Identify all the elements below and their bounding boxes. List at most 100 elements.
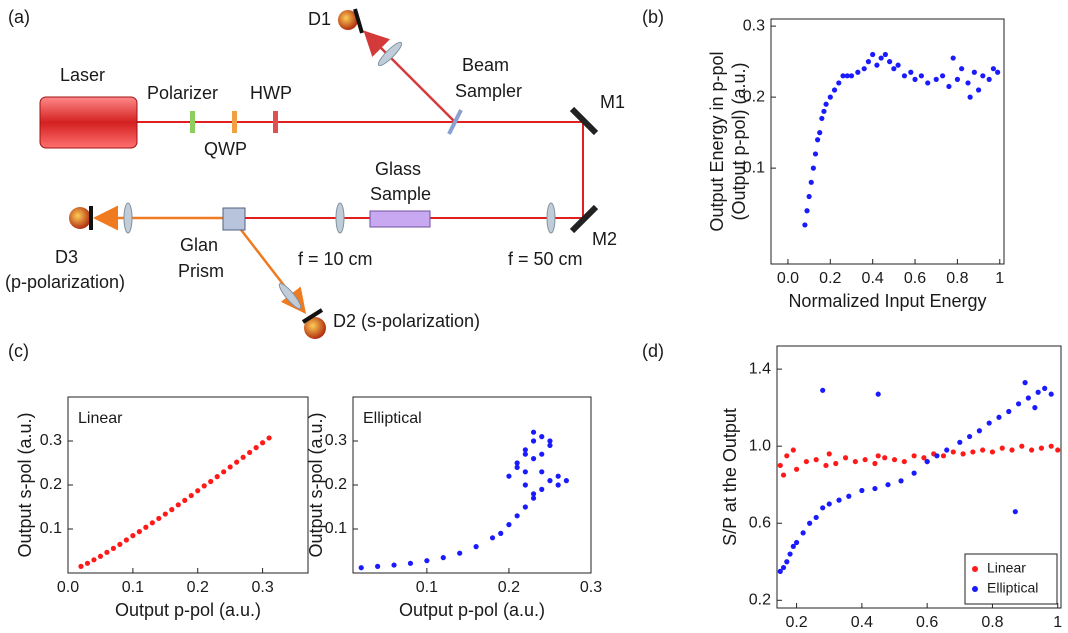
x-tick-label: 0.2 bbox=[498, 579, 520, 596]
lens bbox=[335, 202, 345, 234]
x-tick-label: 0.6 bbox=[916, 614, 938, 631]
point bbox=[547, 438, 553, 444]
point bbox=[986, 76, 992, 82]
label: Prism bbox=[178, 261, 224, 281]
point bbox=[901, 458, 907, 465]
point bbox=[823, 462, 829, 469]
hwp bbox=[273, 111, 278, 133]
point bbox=[836, 80, 842, 86]
point bbox=[901, 73, 908, 79]
point bbox=[924, 458, 930, 465]
point bbox=[259, 440, 266, 446]
point bbox=[813, 457, 819, 463]
point bbox=[1025, 395, 1031, 401]
point bbox=[539, 486, 545, 492]
point bbox=[162, 511, 168, 517]
point bbox=[130, 533, 136, 539]
point bbox=[966, 433, 973, 440]
point bbox=[790, 543, 796, 549]
point bbox=[848, 73, 855, 79]
point bbox=[266, 435, 272, 441]
label: (p-polarization) bbox=[5, 272, 125, 292]
y-tick-label: 0.1 bbox=[40, 520, 62, 537]
point bbox=[808, 179, 814, 185]
point bbox=[861, 66, 867, 72]
point bbox=[859, 487, 865, 494]
y-axis-label: (Output p-pol) (a.u.) bbox=[729, 62, 749, 220]
point bbox=[912, 76, 918, 82]
y-tick-label: 0.2 bbox=[749, 592, 771, 609]
point bbox=[995, 69, 1001, 75]
point bbox=[143, 524, 149, 530]
point bbox=[925, 80, 931, 86]
label: Sample bbox=[370, 184, 431, 204]
point bbox=[999, 445, 1005, 451]
point bbox=[1012, 509, 1018, 515]
point bbox=[1038, 445, 1045, 451]
point bbox=[891, 66, 897, 72]
point bbox=[870, 51, 876, 58]
x-tick-label: 0.1 bbox=[416, 579, 438, 596]
point bbox=[793, 466, 800, 472]
point bbox=[84, 560, 91, 566]
point bbox=[812, 151, 819, 157]
point bbox=[921, 455, 927, 461]
point bbox=[967, 94, 973, 100]
point bbox=[555, 473, 561, 479]
point bbox=[1006, 408, 1012, 415]
x-tick-label: 0.8 bbox=[946, 270, 968, 287]
point bbox=[787, 551, 793, 557]
point bbox=[78, 563, 84, 570]
point bbox=[117, 541, 123, 548]
point bbox=[872, 460, 878, 467]
y-tick-label: 0.3 bbox=[743, 17, 765, 34]
point bbox=[887, 59, 893, 65]
point bbox=[823, 101, 829, 107]
point bbox=[939, 73, 946, 79]
point bbox=[522, 482, 528, 488]
point bbox=[506, 522, 512, 528]
point bbox=[898, 478, 904, 484]
point bbox=[547, 442, 553, 448]
point bbox=[950, 449, 956, 455]
point bbox=[975, 87, 982, 93]
y-tick-label: 1.4 bbox=[749, 360, 771, 377]
point bbox=[836, 497, 842, 503]
y-axis-label: Output s-pol (a.u.) bbox=[15, 412, 35, 557]
point bbox=[358, 565, 364, 571]
point bbox=[473, 544, 479, 550]
beam-path bbox=[137, 121, 584, 219]
point bbox=[800, 530, 806, 536]
point bbox=[874, 62, 880, 68]
point bbox=[819, 115, 825, 122]
point bbox=[976, 428, 982, 434]
point bbox=[957, 439, 963, 445]
point bbox=[980, 447, 986, 453]
point bbox=[802, 222, 808, 228]
y-tick-label: 0.1 bbox=[325, 520, 347, 537]
label: Glass bbox=[375, 159, 421, 179]
point bbox=[391, 562, 397, 568]
point bbox=[986, 420, 992, 426]
point bbox=[820, 505, 826, 511]
point bbox=[872, 485, 878, 492]
qwp bbox=[232, 111, 237, 133]
x-tick-label: 0.0 bbox=[777, 270, 799, 287]
point bbox=[1048, 391, 1054, 397]
point bbox=[911, 470, 917, 476]
point bbox=[980, 73, 986, 79]
point bbox=[821, 108, 827, 114]
point bbox=[375, 563, 381, 570]
point bbox=[539, 434, 545, 440]
label: Beam bbox=[462, 55, 509, 75]
point bbox=[234, 459, 240, 465]
point bbox=[817, 130, 823, 136]
legend-label: Linear bbox=[987, 560, 1026, 576]
point bbox=[221, 469, 227, 475]
point bbox=[563, 478, 569, 484]
legend-marker bbox=[972, 586, 978, 592]
detector-face bbox=[301, 308, 324, 324]
point bbox=[457, 550, 463, 556]
point bbox=[91, 557, 97, 563]
label: f = 10 cm bbox=[298, 249, 373, 269]
